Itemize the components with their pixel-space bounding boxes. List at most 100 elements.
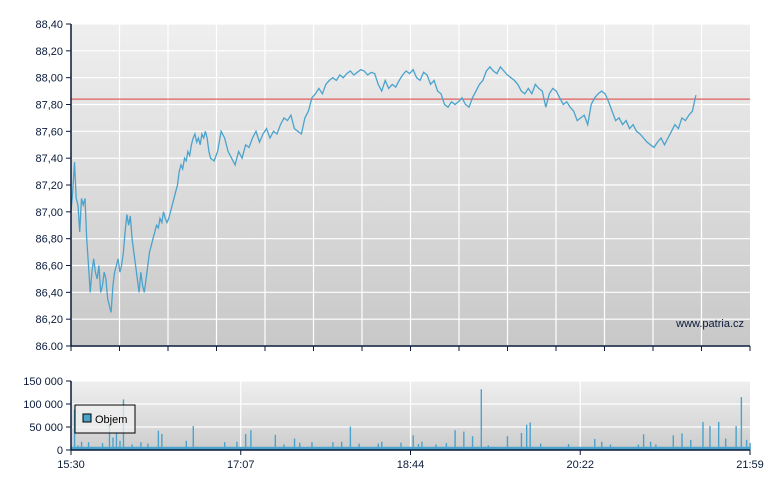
legend: Objem — [74, 404, 136, 434]
volume-bar — [567, 444, 570, 450]
y-tick-label: 87,60 — [35, 126, 63, 138]
volume-bar — [80, 441, 83, 450]
x-tick-label: 17:07 — [227, 459, 255, 471]
price-x-axis — [70, 345, 751, 351]
x-tick-label: 20:22 — [566, 459, 594, 471]
volume-bar — [119, 440, 121, 450]
y-tick-label: 86,60 — [35, 261, 63, 273]
y-tick-label: 86,80 — [35, 234, 63, 246]
volume-bar — [283, 444, 285, 450]
volume-bar — [381, 441, 383, 450]
volume-y-axis: 150 000 100 000 50 000 0 — [23, 376, 72, 457]
y-tick-label: 50 000 — [29, 422, 63, 434]
volume-bar — [717, 421, 720, 450]
volume-bar — [108, 426, 111, 450]
volume-bar — [311, 442, 313, 450]
y-tick-label: 86.00 — [35, 341, 63, 353]
volume-bar — [702, 421, 704, 450]
volume-bar — [115, 433, 118, 450]
volume-bar — [539, 443, 542, 450]
volume-bar — [250, 430, 252, 450]
volume-bar — [140, 442, 142, 450]
volume-bar — [131, 444, 133, 450]
volume-bar — [709, 426, 711, 450]
volume-bar — [274, 434, 277, 450]
volume-gridlines — [71, 380, 750, 450]
volume-bar — [349, 426, 352, 450]
y-tick-label: 86,20 — [35, 314, 63, 326]
volume-bar — [672, 435, 674, 450]
volume-bar — [236, 441, 238, 450]
volume-bar — [506, 436, 509, 450]
volume-bar — [690, 439, 692, 450]
volume-bar — [377, 443, 380, 450]
volume-bar — [471, 436, 474, 450]
volume-bar — [609, 444, 612, 450]
volume-bar — [293, 438, 296, 450]
volume-bar — [480, 389, 482, 450]
volume-bar — [244, 433, 247, 450]
y-tick-label: 0 — [57, 445, 63, 457]
volume-bar — [147, 443, 149, 450]
volume-bar — [529, 422, 531, 450]
volume-bar — [192, 426, 194, 450]
volume-chart: 150 000 100 000 50 000 0 15:30 17:07 18:44 20:… — [23, 376, 764, 471]
y-tick-label: 87,80 — [35, 100, 63, 112]
volume-x-axis: 15:30 17:07 18:44 20:22 21:59 — [57, 449, 764, 471]
y-tick-label: 88,20 — [35, 46, 63, 58]
volume-bar — [487, 445, 489, 450]
volume-bar — [749, 443, 751, 450]
y-tick-label: 86,40 — [35, 287, 63, 299]
x-tick-label: 15:30 — [57, 459, 85, 471]
legend-label: Objem — [95, 414, 127, 426]
volume-bars — [71, 389, 751, 450]
volume-bar — [463, 431, 465, 450]
y-tick-label: 87,40 — [35, 153, 63, 165]
volume-bar — [299, 442, 301, 450]
volume-bar — [649, 441, 652, 450]
volume-bar — [681, 433, 683, 450]
y-tick-label: 150 000 — [23, 376, 63, 388]
volume-bar — [161, 433, 163, 450]
y-tick-label: 88,40 — [35, 19, 63, 31]
volume-bar — [157, 430, 160, 450]
watermark: www.patria.cz — [675, 318, 744, 330]
volume-bar — [112, 437, 114, 450]
volume-bar — [520, 432, 523, 450]
volume-bar — [77, 445, 79, 450]
volume-bar — [655, 444, 657, 450]
volume-bar — [400, 442, 402, 450]
volume-bar — [745, 439, 748, 450]
volume-bar — [637, 444, 640, 450]
volume-bar — [185, 440, 188, 450]
volume-bar — [358, 443, 360, 450]
legend-swatch-icon — [82, 413, 92, 423]
volume-baseline — [71, 446, 750, 450]
volume-bar — [445, 443, 448, 450]
volume-bar — [740, 397, 743, 450]
volume-bar — [101, 443, 104, 450]
volume-bar — [340, 441, 343, 450]
volume-bar — [525, 424, 528, 450]
volume-bar — [435, 444, 437, 450]
y-tick-label: 88,00 — [35, 73, 63, 85]
volume-bar — [601, 441, 603, 450]
volume-bar — [642, 434, 645, 450]
price-gridlines — [71, 23, 750, 347]
volume-bar — [594, 438, 596, 450]
volume-bar — [332, 442, 334, 450]
volume-bar — [454, 430, 456, 450]
volume-bar — [87, 442, 90, 450]
y-tick-label: 100 000 — [23, 399, 63, 411]
y-tick-label: 87,20 — [35, 180, 63, 192]
x-tick-label: 18:44 — [397, 459, 425, 471]
price-y-axis: 88,40 88,20 88,00 87,80 87,60 87,40 87,20 87,00… — [35, 19, 72, 353]
volume-bar — [724, 438, 727, 450]
volume-bar — [735, 426, 737, 450]
price-line — [70, 65, 697, 313]
price-chart: 88,40 88,20 88,00 87,80 87,60 87,40 87,20 87,00… — [35, 19, 751, 353]
volume-bar — [421, 441, 423, 450]
volume-bar — [224, 442, 226, 450]
volume-bar — [417, 444, 420, 450]
